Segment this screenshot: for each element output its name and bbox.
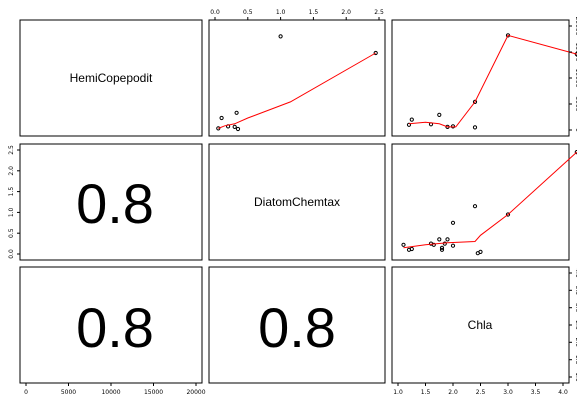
correlation-chla-hemi: 0.8 (76, 296, 154, 359)
diag-label-diatomchemtax: DiatomChemtax (254, 195, 340, 209)
point-diatom-vs-hemi-7 (373, 50, 378, 56)
point-diatom-vs-hemi-4 (234, 110, 239, 115)
y-tick-label-chla-right-3: 2.5 (574, 320, 577, 330)
point-chla-vs-diatom-4 (431, 242, 436, 247)
y-tick-label-chla-right-0: 1.0 (574, 372, 577, 382)
x-tick-label-diatom-top-3: 1.5 (309, 9, 319, 16)
y-tick-label-chla-right-1: 1.5 (574, 355, 577, 365)
y-tick-label-diatom-left-0: 0.0 (8, 249, 15, 259)
y-tick-label-hemi-right-4: 20000 (574, 16, 577, 35)
point-chla-vs-diatom-7 (439, 247, 445, 252)
x-tick-label-chla-bottom-5: 3.5 (531, 389, 541, 396)
point-chla-vs-hemi-6 (472, 99, 478, 105)
correlation-chla-diatom: 0.8 (258, 296, 336, 359)
point-chla-vs-diatom-14 (478, 249, 483, 254)
diag-label-hemicopepodit: HemiCopepodit (70, 71, 153, 85)
x-tick-label-hemi-bottom-1: 5000 (61, 389, 76, 396)
y-tick-label-hemi-right-3: 15000 (574, 42, 577, 61)
panel-2-1 (19, 143, 203, 261)
point-chla-vs-hemi-3 (437, 112, 442, 118)
x-tick-label-diatom-top-4: 2.0 (341, 9, 351, 16)
point-chla-vs-diatom-11 (450, 243, 456, 248)
panel-1-1 (19, 19, 203, 137)
point-diatom-vs-hemi-1 (219, 115, 224, 121)
x-tick-label-hemi-bottom-3: 15000 (144, 389, 163, 396)
y-tick-label-hemi-right-2: 10000 (574, 68, 577, 87)
point-diatom-vs-hemi-0 (216, 126, 221, 131)
x-tick-label-chla-bottom-1: 1.5 (421, 389, 431, 396)
diag-label-chla: Chla (468, 318, 493, 332)
panel-3-3 (391, 266, 570, 384)
x-tick-label-chla-bottom-4: 3.0 (503, 389, 513, 396)
y-tick-label-diatom-left-1: 0.5 (8, 228, 15, 238)
x-tick-label-diatom-top-1: 0.5 (243, 9, 253, 16)
panel-1-3 (391, 19, 570, 137)
x-tick-label-diatom-top-5: 2.5 (374, 9, 384, 16)
point-chla-vs-hemi-0 (406, 122, 412, 127)
y-tick-label-diatom-left-5: 2.5 (8, 145, 15, 155)
panel-1-2 (208, 19, 386, 137)
point-chla-vs-diatom-6 (439, 245, 445, 250)
smooth-line-diatom-vs-hemi (218, 52, 376, 129)
y-tick-label-chla-right-6: 4.0 (574, 268, 577, 278)
y-tick-label-diatom-left-4: 2.0 (8, 166, 15, 176)
y-tick-label-hemi-right-0: 0 (574, 128, 577, 132)
panel-2-3 (391, 143, 570, 261)
point-chla-vs-diatom-0 (401, 242, 406, 247)
point-diatom-vs-hemi-6 (278, 34, 283, 39)
panel-3-1 (19, 266, 203, 384)
point-diatom-vs-hemi-3 (232, 124, 237, 130)
x-tick-label-chla-bottom-3: 2.5 (476, 389, 486, 396)
y-tick-label-diatom-left-3: 1.5 (8, 187, 15, 197)
y-tick-label-chla-right-5: 3.5 (574, 286, 577, 296)
x-tick-label-hemi-bottom-4: 20000 (186, 389, 205, 396)
point-chla-vs-hemi-1 (409, 117, 414, 122)
y-tick-label-chla-right-2: 2.0 (574, 338, 577, 348)
point-chla-vs-diatom-15 (505, 212, 511, 217)
point-chla-vs-hemi-7 (472, 125, 478, 130)
point-diatom-vs-hemi-5 (235, 126, 241, 132)
x-tick-label-hemi-bottom-2: 10000 (101, 389, 120, 396)
point-chla-vs-diatom-12 (472, 204, 478, 209)
correlation-diatom-hemi: 0.8 (76, 172, 154, 235)
point-chla-vs-diatom-2 (409, 246, 414, 252)
x-tick-label-chla-bottom-2: 2.0 (448, 389, 458, 396)
panel-2-2 (208, 143, 386, 261)
x-tick-label-diatom-top-0: 0.0 (210, 9, 220, 16)
y-tick-label-diatom-left-2: 1.0 (8, 207, 15, 217)
panel-3-2 (208, 266, 386, 384)
smooth-line-chla-vs-diatom (403, 151, 577, 249)
x-tick-label-hemi-bottom-0: 0 (24, 389, 28, 396)
x-tick-label-chla-bottom-0: 1.0 (393, 389, 403, 396)
smooth-line-chla-vs-hemi (408, 34, 577, 128)
x-tick-label-diatom-top-2: 1.0 (276, 9, 286, 16)
y-tick-label-chla-right-4: 3.0 (574, 303, 577, 313)
chart-marks: 0.0 0.5 1.0 1.5 2.0 2.5 0 5000 10000 15000 20000 1.… (8, 9, 577, 396)
x-tick-label-chla-bottom-6: 4.0 (558, 389, 568, 396)
point-chla-vs-diatom-10 (450, 220, 456, 225)
point-chla-vs-diatom-5 (437, 237, 442, 242)
y-tick-label-hemi-right-1: 5000 (574, 96, 577, 111)
point-chla-vs-diatom-9 (445, 237, 450, 242)
